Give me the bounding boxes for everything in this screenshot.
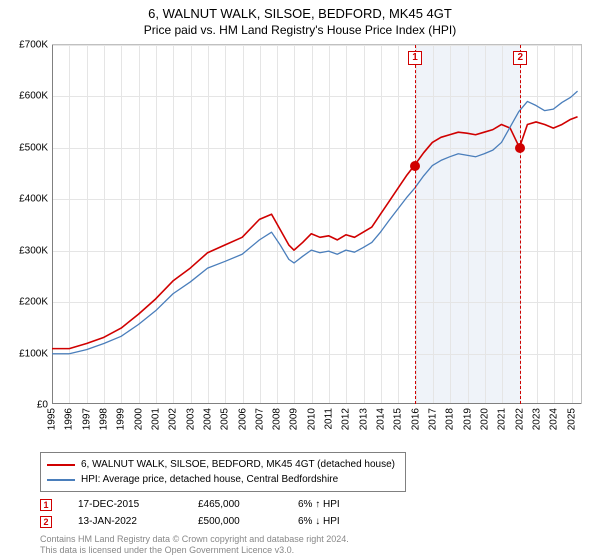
- sale-diff: 6% ↑ HPI: [298, 499, 398, 510]
- sale-row: 2 13-JAN-2022£500,0006% ↓ HPI: [40, 513, 398, 530]
- series-line: [52, 91, 578, 354]
- xtick-label: 2011: [324, 408, 335, 430]
- xtick-label: 2015: [393, 408, 404, 430]
- sale-row-marker: 2: [40, 516, 52, 528]
- xtick-label: 2002: [168, 408, 179, 430]
- ytick-label: £300K: [19, 245, 48, 256]
- sale-price: £500,000: [198, 516, 298, 527]
- chart-container: 6, WALNUT WALK, SILSOE, BEDFORD, MK45 4G…: [0, 0, 600, 560]
- sale-date: 17-DEC-2015: [78, 499, 198, 510]
- xtick-label: 2023: [531, 408, 542, 430]
- xtick-label: 2010: [306, 408, 317, 430]
- chart-subtitle: Price paid vs. HM Land Registry's House …: [0, 23, 600, 37]
- plot-area: £0£100K£200K£300K£400K£500K£600K£700K199…: [52, 44, 582, 404]
- sale-date: 13-JAN-2022: [78, 516, 198, 527]
- title-block: 6, WALNUT WALK, SILSOE, BEDFORD, MK45 4G…: [0, 0, 600, 37]
- xtick-label: 1996: [64, 408, 75, 430]
- xtick-label: 2024: [549, 408, 560, 430]
- sale-price: £465,000: [198, 499, 298, 510]
- legend-row: 6, WALNUT WALK, SILSOE, BEDFORD, MK45 4G…: [47, 457, 395, 472]
- footer: Contains HM Land Registry data © Crown c…: [40, 534, 349, 557]
- xtick-label: 2005: [220, 408, 231, 430]
- sale-number-box: 1: [408, 51, 422, 65]
- legend-label: HPI: Average price, detached house, Cent…: [81, 474, 338, 485]
- footer-line1: Contains HM Land Registry data © Crown c…: [40, 534, 349, 545]
- xtick-label: 2018: [445, 408, 456, 430]
- series-svg: [52, 45, 581, 404]
- legend-swatch: [47, 479, 75, 481]
- legend: 6, WALNUT WALK, SILSOE, BEDFORD, MK45 4G…: [40, 452, 406, 492]
- xtick-label: 1995: [47, 408, 58, 430]
- ytick-label: £400K: [19, 194, 48, 205]
- xtick-label: 2025: [566, 408, 577, 430]
- sale-row: 1 17-DEC-2015£465,0006% ↑ HPI: [40, 496, 398, 513]
- xtick-label: 2006: [237, 408, 248, 430]
- xtick-label: 2017: [428, 408, 439, 430]
- xtick-label: 2013: [358, 408, 369, 430]
- sale-row-marker: 1: [40, 499, 52, 511]
- xtick-label: 2016: [410, 408, 421, 430]
- sale-dot: [515, 143, 525, 153]
- chart-title: 6, WALNUT WALK, SILSOE, BEDFORD, MK45 4G…: [0, 6, 600, 21]
- xtick-label: 2003: [185, 408, 196, 430]
- xtick-label: 2021: [497, 408, 508, 430]
- sale-vline: [520, 45, 521, 404]
- xtick-label: 2007: [254, 408, 265, 430]
- legend-label: 6, WALNUT WALK, SILSOE, BEDFORD, MK45 4G…: [81, 459, 395, 470]
- xtick-label: 2022: [514, 408, 525, 430]
- xtick-label: 2020: [480, 408, 491, 430]
- xtick-label: 2001: [150, 408, 161, 430]
- legend-row: HPI: Average price, detached house, Cent…: [47, 472, 395, 487]
- xtick-label: 2009: [289, 408, 300, 430]
- ytick-label: £100K: [19, 348, 48, 359]
- xtick-label: 2000: [133, 408, 144, 430]
- xtick-label: 2014: [376, 408, 387, 430]
- ytick-label: £700K: [19, 40, 48, 51]
- xtick-label: 1997: [81, 408, 92, 430]
- sale-vline: [415, 45, 416, 404]
- xtick-label: 2019: [462, 408, 473, 430]
- sale-diff: 6% ↓ HPI: [298, 516, 398, 527]
- xtick-label: 2004: [202, 408, 213, 430]
- sale-dot: [410, 161, 420, 171]
- xtick-label: 2008: [272, 408, 283, 430]
- xtick-label: 2012: [341, 408, 352, 430]
- ytick-label: £500K: [19, 142, 48, 153]
- footer-line2: This data is licensed under the Open Gov…: [40, 545, 349, 556]
- ytick-label: £600K: [19, 91, 48, 102]
- series-line: [52, 117, 578, 349]
- legend-swatch: [47, 464, 75, 466]
- xtick-label: 1999: [116, 408, 127, 430]
- xtick-label: 1998: [98, 408, 109, 430]
- sales-table: 1 17-DEC-2015£465,0006% ↑ HPI 2 13-JAN-2022…: [40, 496, 398, 530]
- sale-number-box: 2: [513, 51, 527, 65]
- ytick-label: £200K: [19, 297, 48, 308]
